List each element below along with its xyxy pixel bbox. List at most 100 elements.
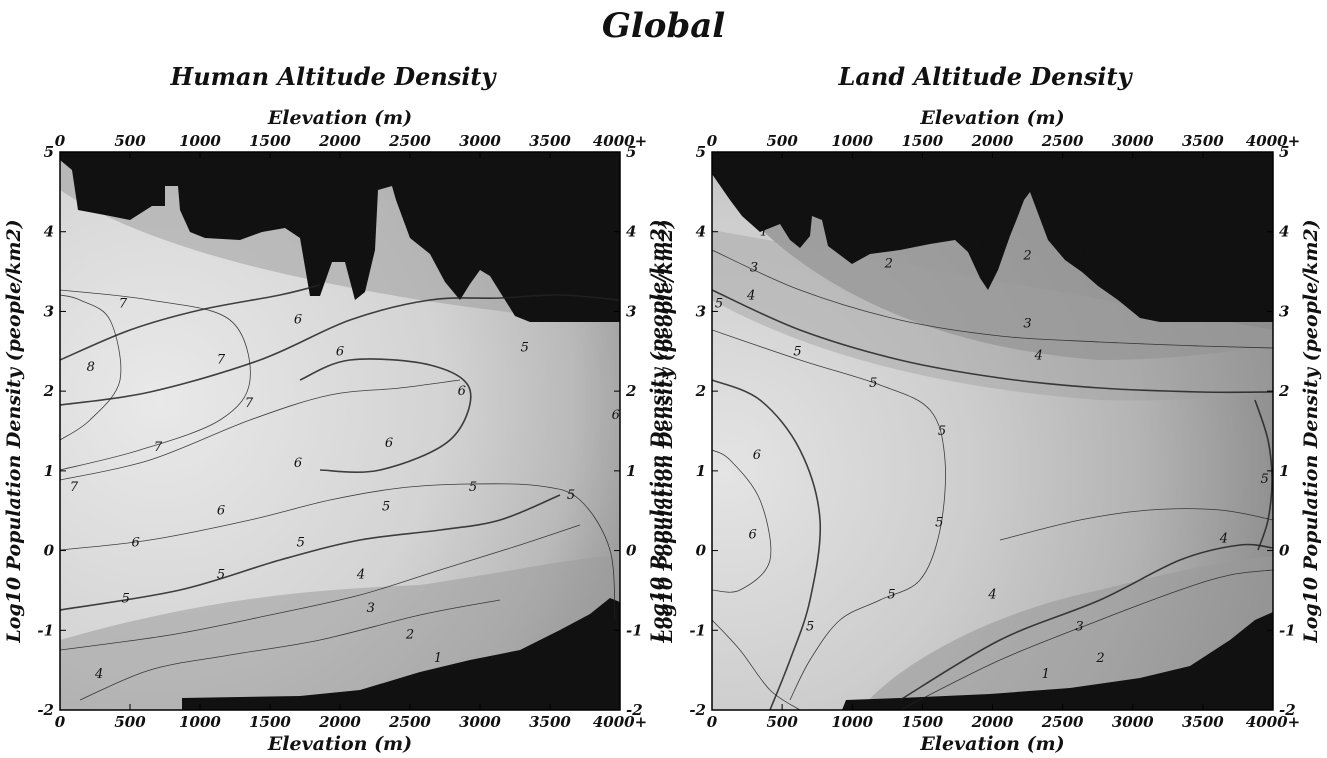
no-data-region-bottom [182,598,620,710]
contour-label: 6 [612,408,620,423]
contour-label: 5 [521,340,529,355]
contour-label: 6 [217,504,225,519]
x-tick-label-top: 1000 [179,132,221,150]
contour-label: 6 [458,384,466,399]
contour-line [1254,399,1273,551]
contour-label: 4 [746,288,755,303]
left-panel-title: Human Altitude Density [170,62,496,91]
x-tick-label-top: 2500 [1041,132,1084,150]
y-tick-label-left: -2 [37,701,54,719]
contour-label: 5 [715,296,723,311]
contour-line [899,543,1273,701]
x-tick-label-bottom: 1000 [179,713,221,731]
y-axis-label-right: Log10 Population Density (people/km2) [1300,219,1322,643]
contour-label: 1 [434,651,442,666]
contour-line [60,294,620,406]
contour-label: 5 [1260,472,1268,487]
y-tick-label-left: 3 [44,302,54,320]
contour-label: 5 [382,500,390,515]
x-tick-label-bottom: 0 [55,713,66,731]
mid-band [712,230,1273,401]
contour-label: 5 [469,480,477,495]
x-tick-label-bottom: 2500 [1041,713,1084,731]
x-tick-label-top: 0 [55,132,66,150]
x-tick-label-top: 500 [114,132,146,150]
contour-line [60,294,122,441]
y-tick-label-right: 2 [1278,382,1289,400]
y-tick-label-left: 0 [44,542,55,560]
contour-line [712,249,1273,349]
y-tick-label-right: 4 [1279,223,1289,241]
y-tick-label-right: 5 [626,143,636,161]
x-tick-label-top: 3000 [1112,132,1154,150]
x-tick-label-bottom: 4000+ [593,713,647,731]
contour-line [60,483,616,621]
x-tick-label-bottom: 500 [766,713,798,731]
contour-label: 5 [887,587,895,602]
contour-line [60,289,251,471]
x-tick-label-top: 2000 [971,132,1014,150]
contour-label: 2 [1022,249,1031,264]
x-axis-label-top: Elevation (m) [267,107,412,129]
contour-label: 6 [749,528,757,543]
y-axis-label-left: Log10 Population Density (people/km2) [3,219,25,643]
contour-label: 1 [1042,667,1050,682]
y-tick-label-left: -1 [37,621,54,639]
x-tick-label-top: 2000 [318,132,361,150]
figure-title: Global [601,6,726,46]
contour-label: 5 [935,516,943,531]
x-tick-label-bottom: 3000 [459,713,501,731]
y-tick-label-left: 2 [695,382,706,400]
x-tick-label-top: 4000+ [1246,132,1300,150]
y-tick-label-right: -2 [626,701,643,719]
x-tick-label-bottom: 3500 [1182,713,1224,731]
y-tick-label-left: 5 [44,143,54,161]
y-tick-label-right: 3 [626,302,636,320]
right-panel-title: Land Altitude Density [838,62,1132,91]
y-tick-label-right: 3 [1279,302,1289,320]
contour-label: 3 [1075,619,1083,634]
y-tick-label-left: 3 [696,302,706,320]
y-tick-label-right: 1 [1279,462,1289,480]
x-axis-label-bottom: Elevation (m) [267,733,412,755]
x-tick-label-bottom: 1000 [831,713,873,731]
x-axis-label-bottom: Elevation (m) [919,733,1064,755]
contour-label: 5 [217,567,225,582]
contour-line [60,379,461,481]
y-tick-label-left: 5 [696,143,706,161]
contour-label: 6 [385,436,393,451]
contour-label: 6 [294,456,302,471]
x-tick-label-top: 500 [766,132,798,150]
y-tick-label-left: 0 [696,542,707,560]
y-tick-label-right: -1 [1279,621,1296,639]
y-tick-label-left: 1 [44,462,54,480]
contour-label: 8 [87,360,95,375]
panel-human: 7877776666666555555544321600500500100010… [3,107,669,755]
y-tick-label-left: 4 [696,223,706,241]
y-tick-label-left: -2 [689,701,706,719]
x-tick-label-bottom: 2000 [318,713,361,731]
contour-label: 7 [217,352,226,367]
x-tick-label-bottom: 500 [114,713,146,731]
x-tick-label-bottom: 2000 [971,713,1014,731]
x-tick-label-top: 3000 [459,132,501,150]
contour-label: 5 [567,488,575,503]
contour-label: 5 [793,344,801,359]
plot-area-land: 1 2 3 4 5 1 2 1 1 3 4 5 5 5 5 5 5 6 6 4 4 3 2 1 5 [712,152,1273,710]
contour-label: 6 [294,312,302,327]
contour-label: 6 [336,344,344,359]
x-tick-label-bottom: 1500 [902,713,944,731]
contour-label: 2 [1095,651,1104,666]
x-tick-label-top: 1000 [831,132,873,150]
x-tick-label-top: 2500 [388,132,431,150]
x-tick-label-top: 1500 [249,132,291,150]
contour-label: 2 [884,257,893,272]
y-axis-label-left: Log10 Population Density (people/km2) [655,219,677,643]
y-tick-label-right: 5 [1279,143,1289,161]
contour-line [712,329,946,701]
contour-line [899,569,1273,710]
contour-label: 2 [405,627,414,642]
x-axis-label-top: Elevation (m) [919,107,1064,129]
no-data-region-bottom [842,612,1273,710]
